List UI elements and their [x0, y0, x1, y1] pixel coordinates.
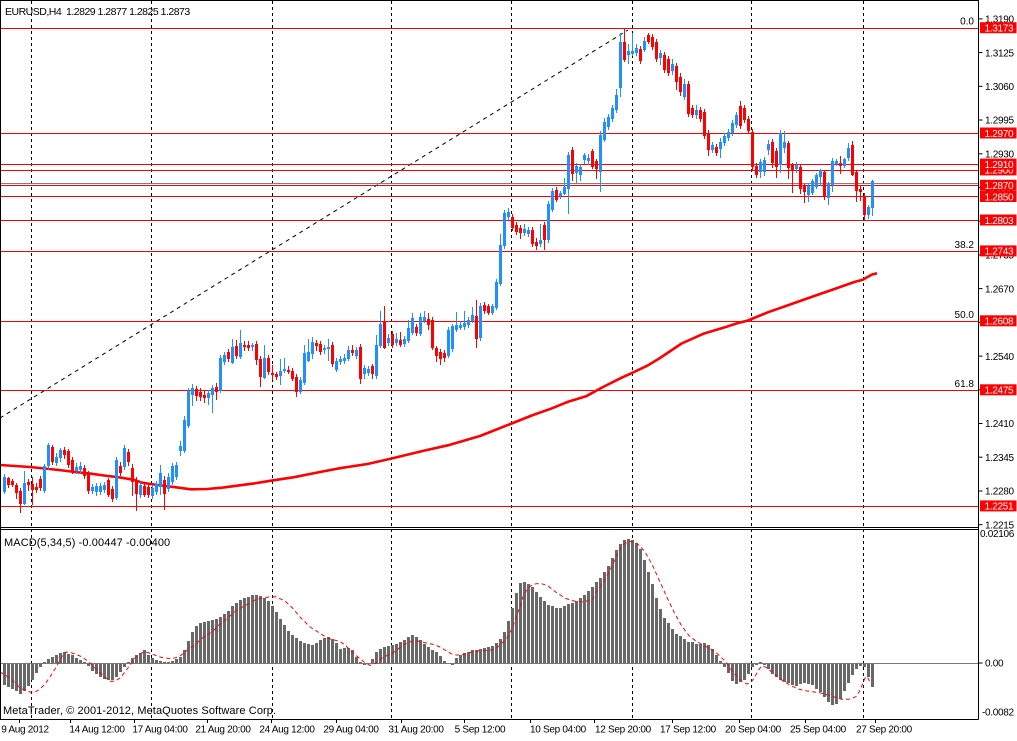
- svg-text:1.2608: 1.2608: [985, 317, 1015, 328]
- svg-text:20 Sep 04:00: 20 Sep 04:00: [725, 725, 782, 736]
- svg-text:61.8: 61.8: [955, 379, 975, 390]
- svg-text:29 Aug 04:00: 29 Aug 04:00: [323, 725, 379, 736]
- svg-text:0.02106: 0.02106: [980, 529, 1015, 540]
- svg-text:1.2475: 1.2475: [985, 386, 1015, 397]
- svg-text:0.00: 0.00: [985, 659, 1004, 670]
- svg-text:1.2215: 1.2215: [985, 520, 1015, 531]
- svg-text:21 Aug 20:00: 21 Aug 20:00: [195, 725, 251, 736]
- svg-text:38.2: 38.2: [955, 240, 975, 251]
- svg-text:50.0: 50.0: [955, 310, 975, 321]
- svg-text:-0.0082: -0.0082: [982, 708, 1015, 719]
- svg-text:31 Aug 20:00: 31 Aug 20:00: [388, 725, 444, 736]
- svg-text:1.3125: 1.3125: [985, 48, 1015, 59]
- svg-text:1.2410: 1.2410: [985, 419, 1015, 430]
- svg-text:1.2850: 1.2850: [985, 192, 1015, 203]
- svg-text:EURUSD,H4 1.2829 1.2877 1.282: EURUSD,H4 1.2829 1.2877 1.2825 1.2873: [5, 6, 190, 18]
- svg-text:MetaTrader, © 2001-2012, MetaQ: MetaTrader, © 2001-2012, MetaQuotes Soft…: [3, 705, 276, 717]
- svg-text:17 Aug 04:00: 17 Aug 04:00: [132, 725, 188, 736]
- svg-text:1.2870: 1.2870: [985, 181, 1015, 192]
- svg-text:17 Sep 12:00: 17 Sep 12:00: [660, 725, 717, 736]
- svg-text:9 Aug 2012: 9 Aug 2012: [1, 725, 49, 736]
- svg-text:14 Aug 12:00: 14 Aug 12:00: [69, 725, 125, 736]
- svg-text:12 Sep 20:00: 12 Sep 20:00: [595, 725, 652, 736]
- svg-text:1.2995: 1.2995: [985, 116, 1015, 127]
- svg-text:27 Sep 20:00: 27 Sep 20:00: [856, 725, 913, 736]
- svg-text:24 Aug 12:00: 24 Aug 12:00: [259, 725, 315, 736]
- svg-text:1.2251: 1.2251: [985, 502, 1015, 513]
- svg-text:1.2280: 1.2280: [985, 487, 1015, 498]
- svg-text:1.3190: 1.3190: [985, 15, 1015, 26]
- svg-text:1.2970: 1.2970: [985, 129, 1015, 140]
- svg-text:5 Sep 12:00: 5 Sep 12:00: [455, 725, 506, 736]
- svg-text:1.2803: 1.2803: [985, 216, 1015, 227]
- svg-text:1.3060: 1.3060: [985, 82, 1015, 93]
- svg-text:1.2910: 1.2910: [985, 160, 1015, 171]
- svg-text:1.3173: 1.3173: [985, 24, 1015, 35]
- svg-text:1.2743: 1.2743: [985, 247, 1015, 258]
- svg-text:1.2540: 1.2540: [985, 352, 1015, 363]
- svg-text:25 Sep 04:00: 25 Sep 04:00: [790, 725, 847, 736]
- svg-text:1.2670: 1.2670: [985, 284, 1015, 295]
- svg-text:1.2900: 1.2900: [985, 166, 1015, 177]
- svg-text:10 Sep 04:00: 10 Sep 04:00: [530, 725, 587, 736]
- svg-text:0.0: 0.0: [960, 17, 974, 28]
- svg-text:MACD(5,34,5) -0.00447 -0.00400: MACD(5,34,5) -0.00447 -0.00400: [4, 537, 170, 549]
- svg-text:1.2345: 1.2345: [985, 453, 1015, 464]
- svg-text:1.2930: 1.2930: [985, 150, 1015, 161]
